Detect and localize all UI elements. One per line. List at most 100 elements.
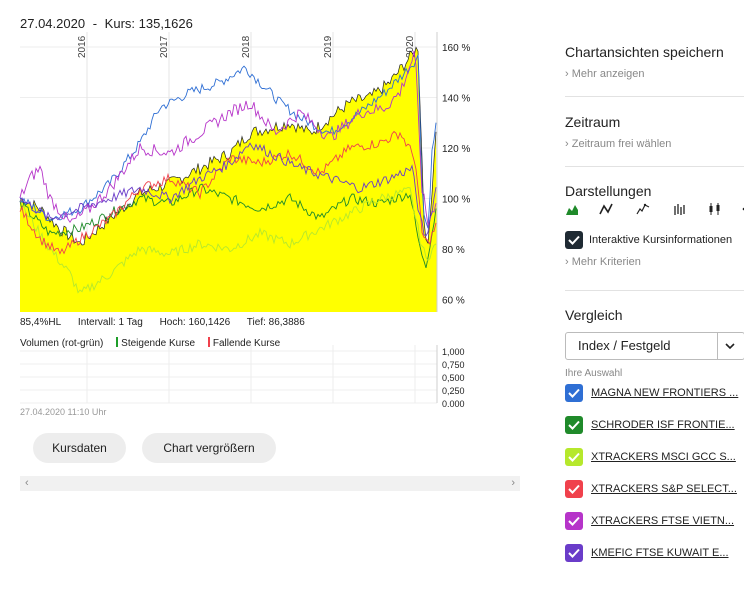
check-icon [568, 516, 580, 526]
stat-interval: Intervall: 1 Tag [77, 317, 143, 328]
checkbox-checked[interactable] [565, 448, 583, 466]
chart-type-selector [565, 202, 744, 218]
scroll-right-icon[interactable]: › [511, 477, 515, 489]
falling-marker [207, 337, 210, 347]
mehr-kriterien-label: Mehr Kriterien [571, 256, 641, 268]
check-icon [568, 452, 580, 462]
comparison-item-label[interactable]: KMEFIC FTSE KUWAIT E... [591, 547, 729, 559]
header-separator: - [92, 16, 98, 31]
red-series-line [19, 130, 437, 255]
y-tick-label: 100 % [442, 194, 470, 205]
blue-series-line [19, 54, 437, 229]
comparison-item[interactable]: KMEFIC FTSE KUWAIT E... [565, 544, 729, 562]
volume-tick-label: 0,750 [442, 360, 465, 370]
y-tick-label: 160 % [442, 43, 470, 54]
stat-hl: 85,4%HL [20, 317, 62, 328]
price-header: 27.04.2020 - Kurs: 135,1626 [20, 16, 197, 31]
mehr-kriterien-link[interactable]: › Mehr Kriterien [565, 256, 641, 268]
checkbox-checked[interactable] [565, 416, 583, 434]
line-chart-icon[interactable] [599, 202, 613, 216]
volume-rising: Steigende Kurse [121, 338, 196, 349]
x-tick-label: 2018 [241, 35, 252, 58]
divider [565, 166, 744, 167]
comparison-item-label[interactable]: XTRACKERS MSCI GCC S... [591, 451, 736, 463]
header-date: 27.04.2020 [20, 16, 86, 31]
kursdaten-button[interactable]: Kursdaten [33, 433, 126, 463]
y-tick-label: 140 % [442, 94, 470, 105]
darstellungen-section: Darstellungen [565, 183, 744, 199]
checkbox-checked[interactable] [565, 384, 583, 402]
zeitraum-title: Zeitraum [565, 114, 621, 130]
comparison-item[interactable]: XTRACKERS S&P SELECT... [565, 480, 737, 498]
mehr-anzeigen-label: Mehr anzeigen [571, 68, 645, 80]
zeitraum-label: Zeitraum frei wählen [571, 138, 672, 150]
zeitraum-link[interactable]: › Zeitraum frei wählen [565, 138, 744, 150]
chart-stats: 85,4%HL Intervall: 1 Tag Hoch: 160,1426 … [20, 317, 319, 328]
volume-tick-label: 0,250 [442, 386, 465, 396]
x-tick-label: 2016 [77, 35, 88, 58]
scroll-left-icon[interactable]: ‹ [25, 477, 29, 489]
x-tick-label: 2019 [323, 35, 334, 58]
interactive-info-toggle[interactable]: Interaktive Kursinformationen [565, 231, 732, 249]
comparison-item-label[interactable]: SCHRODER ISF FRONTIE... [591, 419, 735, 431]
comparison-item[interactable]: XTRACKERS MSCI GCC S... [565, 448, 736, 466]
chart-enlarge-button[interactable]: Chart vergrößern [142, 433, 276, 463]
comparison-item-label[interactable]: XTRACKERS FTSE VIETN... [591, 515, 735, 527]
comparison-item-label[interactable]: MAGNA NEW FRONTIERS ... [591, 387, 739, 399]
price-chart[interactable]: 160 % 140 % 120 % 100 % 80 % 60 % 2016 2017 2018… [0, 30, 480, 315]
area-series-line [19, 46, 437, 246]
check-icon [568, 484, 580, 494]
purple-series-line [19, 142, 437, 237]
x-tick-label: 2020 [405, 35, 416, 58]
chevron-right-icon: › [565, 138, 569, 150]
area-series [20, 47, 437, 313]
divider [565, 96, 744, 97]
green-series-line [19, 183, 437, 269]
zeitraum-section: Zeitraum › Zeitraum frei wählen [565, 114, 744, 150]
volume-tick-label: 1,000 [442, 347, 465, 357]
chartansichten-section: Chartansichten speichern › Mehr anzeigen [565, 44, 744, 80]
vergleich-select-value: Index / Festgeld [578, 338, 671, 353]
volume-tick-label: 0,500 [442, 373, 465, 383]
comparison-item[interactable]: XTRACKERS FTSE VIETN... [565, 512, 734, 530]
area-chart-icon[interactable] [565, 202, 579, 216]
header-kurs: Kurs: 135,1626 [104, 16, 193, 31]
divider [565, 290, 744, 291]
check-icon [568, 548, 580, 558]
y-tick-label: 80 % [442, 245, 465, 256]
stat-tief: Tief: 86,3886 [246, 317, 305, 328]
darstellungen-title: Darstellungen [565, 183, 652, 199]
lime-series-line [19, 187, 437, 294]
vergleich-section: Vergleich [565, 307, 744, 323]
mountain-chart-icon[interactable] [636, 202, 650, 216]
check-icon [568, 235, 580, 245]
chart-scrollbar[interactable]: ‹ › [20, 476, 520, 491]
comparison-item[interactable]: SCHRODER ISF FRONTIE... [565, 416, 735, 434]
chevron-right-icon: › [565, 68, 569, 80]
rising-marker [116, 337, 119, 347]
y-tick-label: 120 % [442, 144, 470, 155]
y-tick-label: 60 % [442, 295, 465, 306]
volume-tick-label: 0,000 [442, 399, 465, 407]
vergleich-select[interactable]: Index / Festgeld [565, 332, 744, 360]
ohlc-chart-icon[interactable] [673, 202, 687, 216]
magenta-series-line [19, 50, 437, 227]
checkbox-checked[interactable] [565, 512, 583, 530]
comparison-item[interactable]: MAGNA NEW FRONTIERS ... [565, 384, 738, 402]
chart-timestamp: 27.04.2020 11:10 Uhr [20, 407, 107, 417]
checkbox-checked[interactable] [565, 231, 583, 249]
check-icon [568, 420, 580, 430]
candlestick-chart-icon[interactable] [708, 202, 722, 216]
mehr-anzeigen-link[interactable]: › Mehr anzeigen [565, 68, 744, 80]
checkbox-checked[interactable] [565, 480, 583, 498]
volume-chart: 1,000 0,750 0,500 0,250 0,000 [20, 345, 465, 407]
x-tick-label: 2017 [159, 35, 170, 58]
chevron-right-icon: › [565, 256, 569, 268]
comparison-item-label[interactable]: XTRACKERS S&P SELECT... [591, 483, 737, 495]
checkbox-checked[interactable] [565, 544, 583, 562]
chartansichten-title: Chartansichten speichern [565, 44, 724, 60]
chevron-down-icon [725, 343, 735, 350]
stat-hoch: Hoch: 160,1426 [159, 317, 231, 328]
check-icon [568, 388, 580, 398]
volume-legend: Volumen (rot-grün) Steigende Kurse Falle… [20, 337, 280, 349]
